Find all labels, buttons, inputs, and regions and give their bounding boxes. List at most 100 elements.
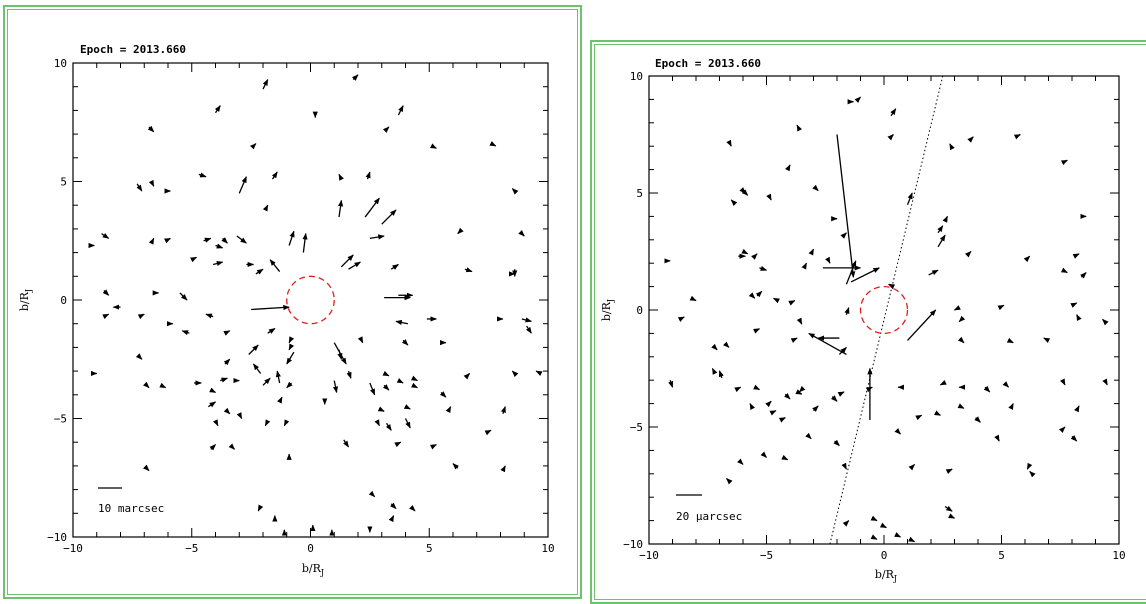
deflection-arrow bbox=[369, 234, 385, 240]
deflection-arrow bbox=[464, 267, 473, 273]
x-tick-label: 10 bbox=[1112, 549, 1125, 562]
deflection-arrow bbox=[484, 429, 492, 436]
deflection-arrow bbox=[248, 344, 259, 355]
deflection-arrow bbox=[374, 419, 380, 427]
deflection-arrow bbox=[251, 304, 290, 311]
deflection-arrow bbox=[203, 237, 212, 243]
left-panel bbox=[3, 5, 582, 599]
deflection-arrow bbox=[753, 384, 761, 391]
y-tick-label: 5 bbox=[60, 176, 67, 189]
deflection-arrow bbox=[957, 403, 965, 409]
deflection-arrow bbox=[888, 283, 896, 290]
deflection-arrow bbox=[840, 232, 847, 239]
deflection-arrow bbox=[796, 124, 802, 132]
deflection-arrow bbox=[159, 382, 167, 389]
deflection-arrow bbox=[1060, 267, 1068, 274]
deflection-arrow bbox=[521, 317, 533, 323]
deflection-arrow bbox=[833, 439, 840, 447]
deflection-arrow bbox=[949, 143, 955, 151]
deflection-arrow bbox=[463, 373, 471, 380]
epoch-label: Epoch = 2013.660 bbox=[655, 57, 761, 70]
deflection-arrow bbox=[525, 325, 532, 334]
deflection-arrow bbox=[788, 300, 796, 306]
deflection-arrow bbox=[795, 389, 803, 395]
x-tick-label: 0 bbox=[881, 549, 888, 562]
deflection-arrow bbox=[765, 400, 772, 408]
deflection-arrow bbox=[302, 232, 308, 253]
x-tick-label: 5 bbox=[426, 542, 433, 555]
deflection-arrow bbox=[812, 405, 819, 412]
deflection-arrow bbox=[831, 395, 838, 402]
deflection-arrow bbox=[726, 478, 733, 485]
deflection-arrow bbox=[739, 187, 746, 194]
deflection-arrow bbox=[198, 172, 207, 178]
deflection-arrow bbox=[906, 192, 913, 205]
deflection-arrow bbox=[870, 515, 878, 522]
deflection-arrow bbox=[262, 79, 269, 90]
deflection-arrow bbox=[958, 315, 966, 323]
deflection-arrow bbox=[730, 199, 738, 206]
deflection-arrow bbox=[215, 243, 224, 249]
deflection-arrow bbox=[181, 330, 190, 336]
deflection-arrow bbox=[934, 410, 941, 416]
deflection-arrow bbox=[102, 313, 110, 320]
deflection-arrow bbox=[953, 305, 961, 311]
deflection-arrow bbox=[994, 434, 1000, 442]
deflection-arrow bbox=[429, 143, 437, 149]
deflection-arrow bbox=[332, 380, 339, 394]
right-panel bbox=[590, 40, 1146, 604]
y-axis-title: b/RJ bbox=[18, 289, 33, 311]
y-tick-label: −10 bbox=[623, 538, 643, 551]
deflection-arrow bbox=[907, 309, 937, 341]
deflection-arrow bbox=[452, 463, 459, 470]
deflection-arrow bbox=[1070, 435, 1078, 442]
deflection-arrow bbox=[785, 164, 791, 172]
deflection-arrow bbox=[870, 534, 878, 540]
deflection-arrow bbox=[288, 230, 295, 246]
scale-bar-label: 10 marcsec bbox=[98, 502, 164, 515]
deflection-arrow bbox=[382, 370, 390, 377]
deflection-arrow bbox=[711, 367, 718, 375]
deflection-arrow bbox=[711, 343, 718, 351]
deflection-arrow bbox=[135, 353, 143, 360]
deflection-arrow bbox=[288, 343, 295, 351]
y-tick-label: 0 bbox=[60, 294, 67, 307]
deflection-arrow bbox=[928, 269, 939, 276]
plot-frame bbox=[648, 75, 1120, 545]
deflection-arrow bbox=[1102, 378, 1108, 386]
deflection-arrow bbox=[396, 378, 404, 384]
deflection-arrow bbox=[784, 392, 791, 400]
deflection-arrow bbox=[741, 248, 749, 255]
deflection-arrow bbox=[1070, 302, 1078, 308]
deflection-arrow bbox=[689, 295, 697, 302]
deflection-arrow bbox=[340, 254, 354, 268]
deflection-arrow bbox=[1029, 470, 1036, 478]
deflection-arrow bbox=[1072, 253, 1080, 259]
deflection-arrow bbox=[397, 105, 404, 116]
deflection-arrow bbox=[759, 265, 768, 271]
deflection-arrow bbox=[766, 193, 772, 201]
deflection-arrow bbox=[974, 416, 981, 423]
y-tick-label: −10 bbox=[47, 531, 67, 544]
deflection-arrow bbox=[382, 126, 390, 133]
deflection-arrow bbox=[1043, 337, 1051, 344]
deflection-arrow bbox=[749, 403, 755, 410]
deflection-arrow bbox=[796, 317, 803, 325]
x-tick-label: −5 bbox=[185, 542, 198, 555]
deflection-arrow bbox=[850, 267, 880, 283]
deflection-arrow bbox=[401, 339, 409, 346]
deflection-arrow bbox=[409, 504, 416, 512]
deflection-arrow bbox=[277, 396, 283, 404]
deflection-arrow bbox=[223, 330, 231, 336]
deflection-arrow bbox=[394, 441, 402, 448]
deflection-arrow bbox=[753, 328, 761, 334]
deflection-arrow bbox=[722, 341, 730, 348]
deflection-arrow bbox=[385, 422, 392, 431]
deflection-arrow bbox=[726, 139, 732, 147]
deflection-arrow bbox=[143, 464, 150, 472]
deflection-arrow bbox=[179, 292, 188, 301]
deflection-arrow bbox=[983, 385, 991, 393]
deflection-arrow bbox=[457, 227, 464, 235]
y-axis-title: b/RJ bbox=[600, 299, 615, 321]
deflection-arrow bbox=[212, 419, 219, 427]
